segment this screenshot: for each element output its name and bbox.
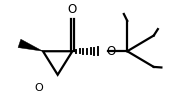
Text: O: O xyxy=(35,83,43,93)
Text: O: O xyxy=(68,3,77,16)
Polygon shape xyxy=(18,39,43,51)
Text: O: O xyxy=(106,45,115,58)
